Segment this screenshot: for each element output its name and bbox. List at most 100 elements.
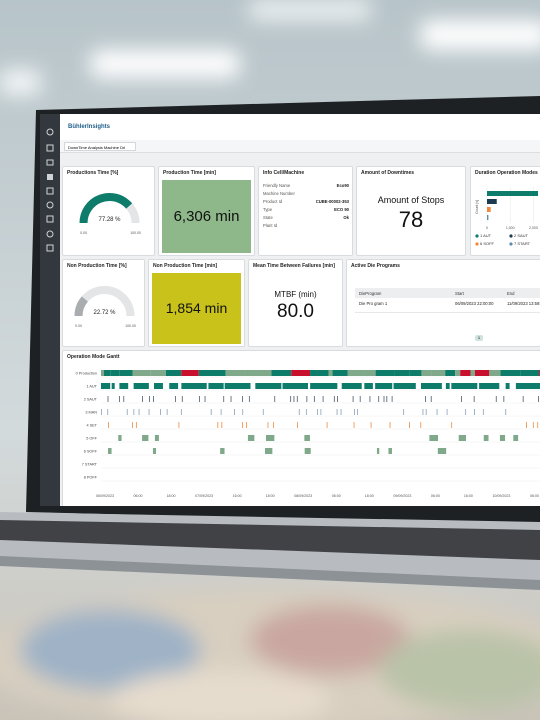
gantt-segment <box>175 396 176 402</box>
gantt-segment <box>538 396 539 402</box>
row-label: 0 Production <box>76 372 97 376</box>
x-tick-label: 16:00 <box>464 494 473 498</box>
gauge-max: 100.00 <box>125 324 136 328</box>
info-row: Plant Id <box>263 223 349 231</box>
gantt-segment <box>473 396 475 402</box>
x-tick-label: 0 <box>486 226 488 230</box>
gantt-segment <box>421 370 432 376</box>
table-header: DieProgram Start End <box>355 288 540 298</box>
gantt-segment <box>271 370 292 376</box>
gantt-segment <box>537 422 539 428</box>
gantt-segment <box>425 396 426 402</box>
gantt-segment <box>104 370 111 376</box>
gantt-segment <box>352 396 354 402</box>
gantt-segment <box>378 396 380 402</box>
sidebar <box>40 114 60 506</box>
gantt-segment <box>210 409 212 415</box>
gantt-segment <box>482 409 484 415</box>
duration-chart: Count [s] 0 1,000 2,000 1 AUT 2 SAUT 6 SOFF 7 S… <box>475 187 539 246</box>
gantt-segment <box>101 409 102 415</box>
gantt-segment <box>451 422 453 428</box>
gantt-segment <box>383 396 385 402</box>
legend-label: 2 SAUT <box>514 233 529 238</box>
gantt-segment <box>123 396 125 402</box>
card-title: Active Die Programs <box>351 263 400 269</box>
x-tick-label: 1,000 <box>506 226 515 230</box>
gantt-segment <box>111 383 115 389</box>
gantt-segment <box>142 435 149 441</box>
gantt-segment <box>474 409 475 415</box>
gantt-segment <box>429 435 439 441</box>
gantt-segment <box>495 396 497 402</box>
info-row: Machine Number <box>263 191 349 199</box>
card-die-programs: Active Die Programs DieProgram Start End Di… <box>346 259 540 347</box>
gantt-segment <box>341 383 362 389</box>
card-downtimes: Amount of Downtimes Amount of Stops 78 <box>356 166 466 256</box>
gantt-segment <box>135 422 137 428</box>
gantt-segment <box>242 422 244 428</box>
gantt-segment <box>515 383 540 389</box>
gantt-segment <box>119 383 129 389</box>
gantt-segment <box>532 422 534 428</box>
gantt-segment <box>199 396 200 402</box>
info-row: Friendly Name Eco90 <box>263 183 349 191</box>
gantt-segment <box>198 370 212 376</box>
tab[interactable]: DownTime Analysis Machine Dri <box>64 142 136 151</box>
gantt-segment <box>465 409 467 415</box>
gantt-segment <box>499 435 506 441</box>
gantt-segment <box>375 370 395 376</box>
screen: BühlerInsights DownTime Analysis Machine… <box>40 114 540 506</box>
gantt-segment <box>393 383 416 389</box>
x-tick-label: 18:00 <box>167 494 176 498</box>
gantt-segment <box>489 370 501 376</box>
info-row: State Ok <box>263 215 349 223</box>
gantt-segment <box>505 383 510 389</box>
gantt-segment <box>225 370 245 376</box>
legend-label: 1 AUT <box>480 233 492 238</box>
gantt-segment <box>461 396 462 402</box>
gantt-segment <box>520 370 540 376</box>
gauge-max: 100.00 <box>130 231 141 235</box>
gantt-segment <box>108 422 109 428</box>
card-title: Productions Time [%] <box>67 170 119 176</box>
kpi-box: 6,306 min <box>162 180 251 253</box>
info-value: ECO 90 <box>334 207 349 212</box>
gantt-segment <box>264 448 273 454</box>
card-title: Amount of Downtimes <box>361 170 415 176</box>
bar <box>487 215 489 220</box>
gantt-segment <box>304 435 310 441</box>
gantt-segment <box>326 422 328 428</box>
gantt-segment <box>119 396 120 402</box>
gantt-segment <box>221 422 223 428</box>
gantt-segment <box>445 383 450 389</box>
gantt-segment <box>101 370 105 376</box>
gantt-segment <box>150 370 166 376</box>
gantt-segment <box>359 396 361 402</box>
gantt-segment <box>421 383 442 389</box>
gantt-segment <box>220 409 222 415</box>
gantt-segment <box>291 370 311 376</box>
gantt-segment <box>470 370 475 376</box>
card-title: Duration Operation Modes <box>475 170 538 176</box>
gantt-segment <box>296 396 298 402</box>
gantt-segment <box>425 409 427 415</box>
gantt-segment <box>247 435 255 441</box>
gantt-segment <box>394 370 410 376</box>
gantt-segment <box>119 370 133 376</box>
gantt-segment <box>133 409 135 415</box>
kpi-value: 6,306 min <box>173 208 240 225</box>
gantt-segment <box>160 409 161 415</box>
gantt-segment <box>178 422 180 428</box>
gantt-segment <box>336 409 338 415</box>
page-number[interactable]: 1 <box>475 335 483 341</box>
column-header: End <box>507 291 515 296</box>
gantt-segment <box>353 422 355 428</box>
gantt-segment <box>409 370 422 376</box>
gantt-segment <box>436 409 438 415</box>
column-header: Start <box>455 291 464 296</box>
gantt-segment <box>282 383 309 389</box>
gantt-segment <box>181 383 207 389</box>
row-label: 7 START <box>82 463 98 467</box>
column-header: DieProgram <box>359 291 382 296</box>
legend-marker <box>475 242 479 246</box>
